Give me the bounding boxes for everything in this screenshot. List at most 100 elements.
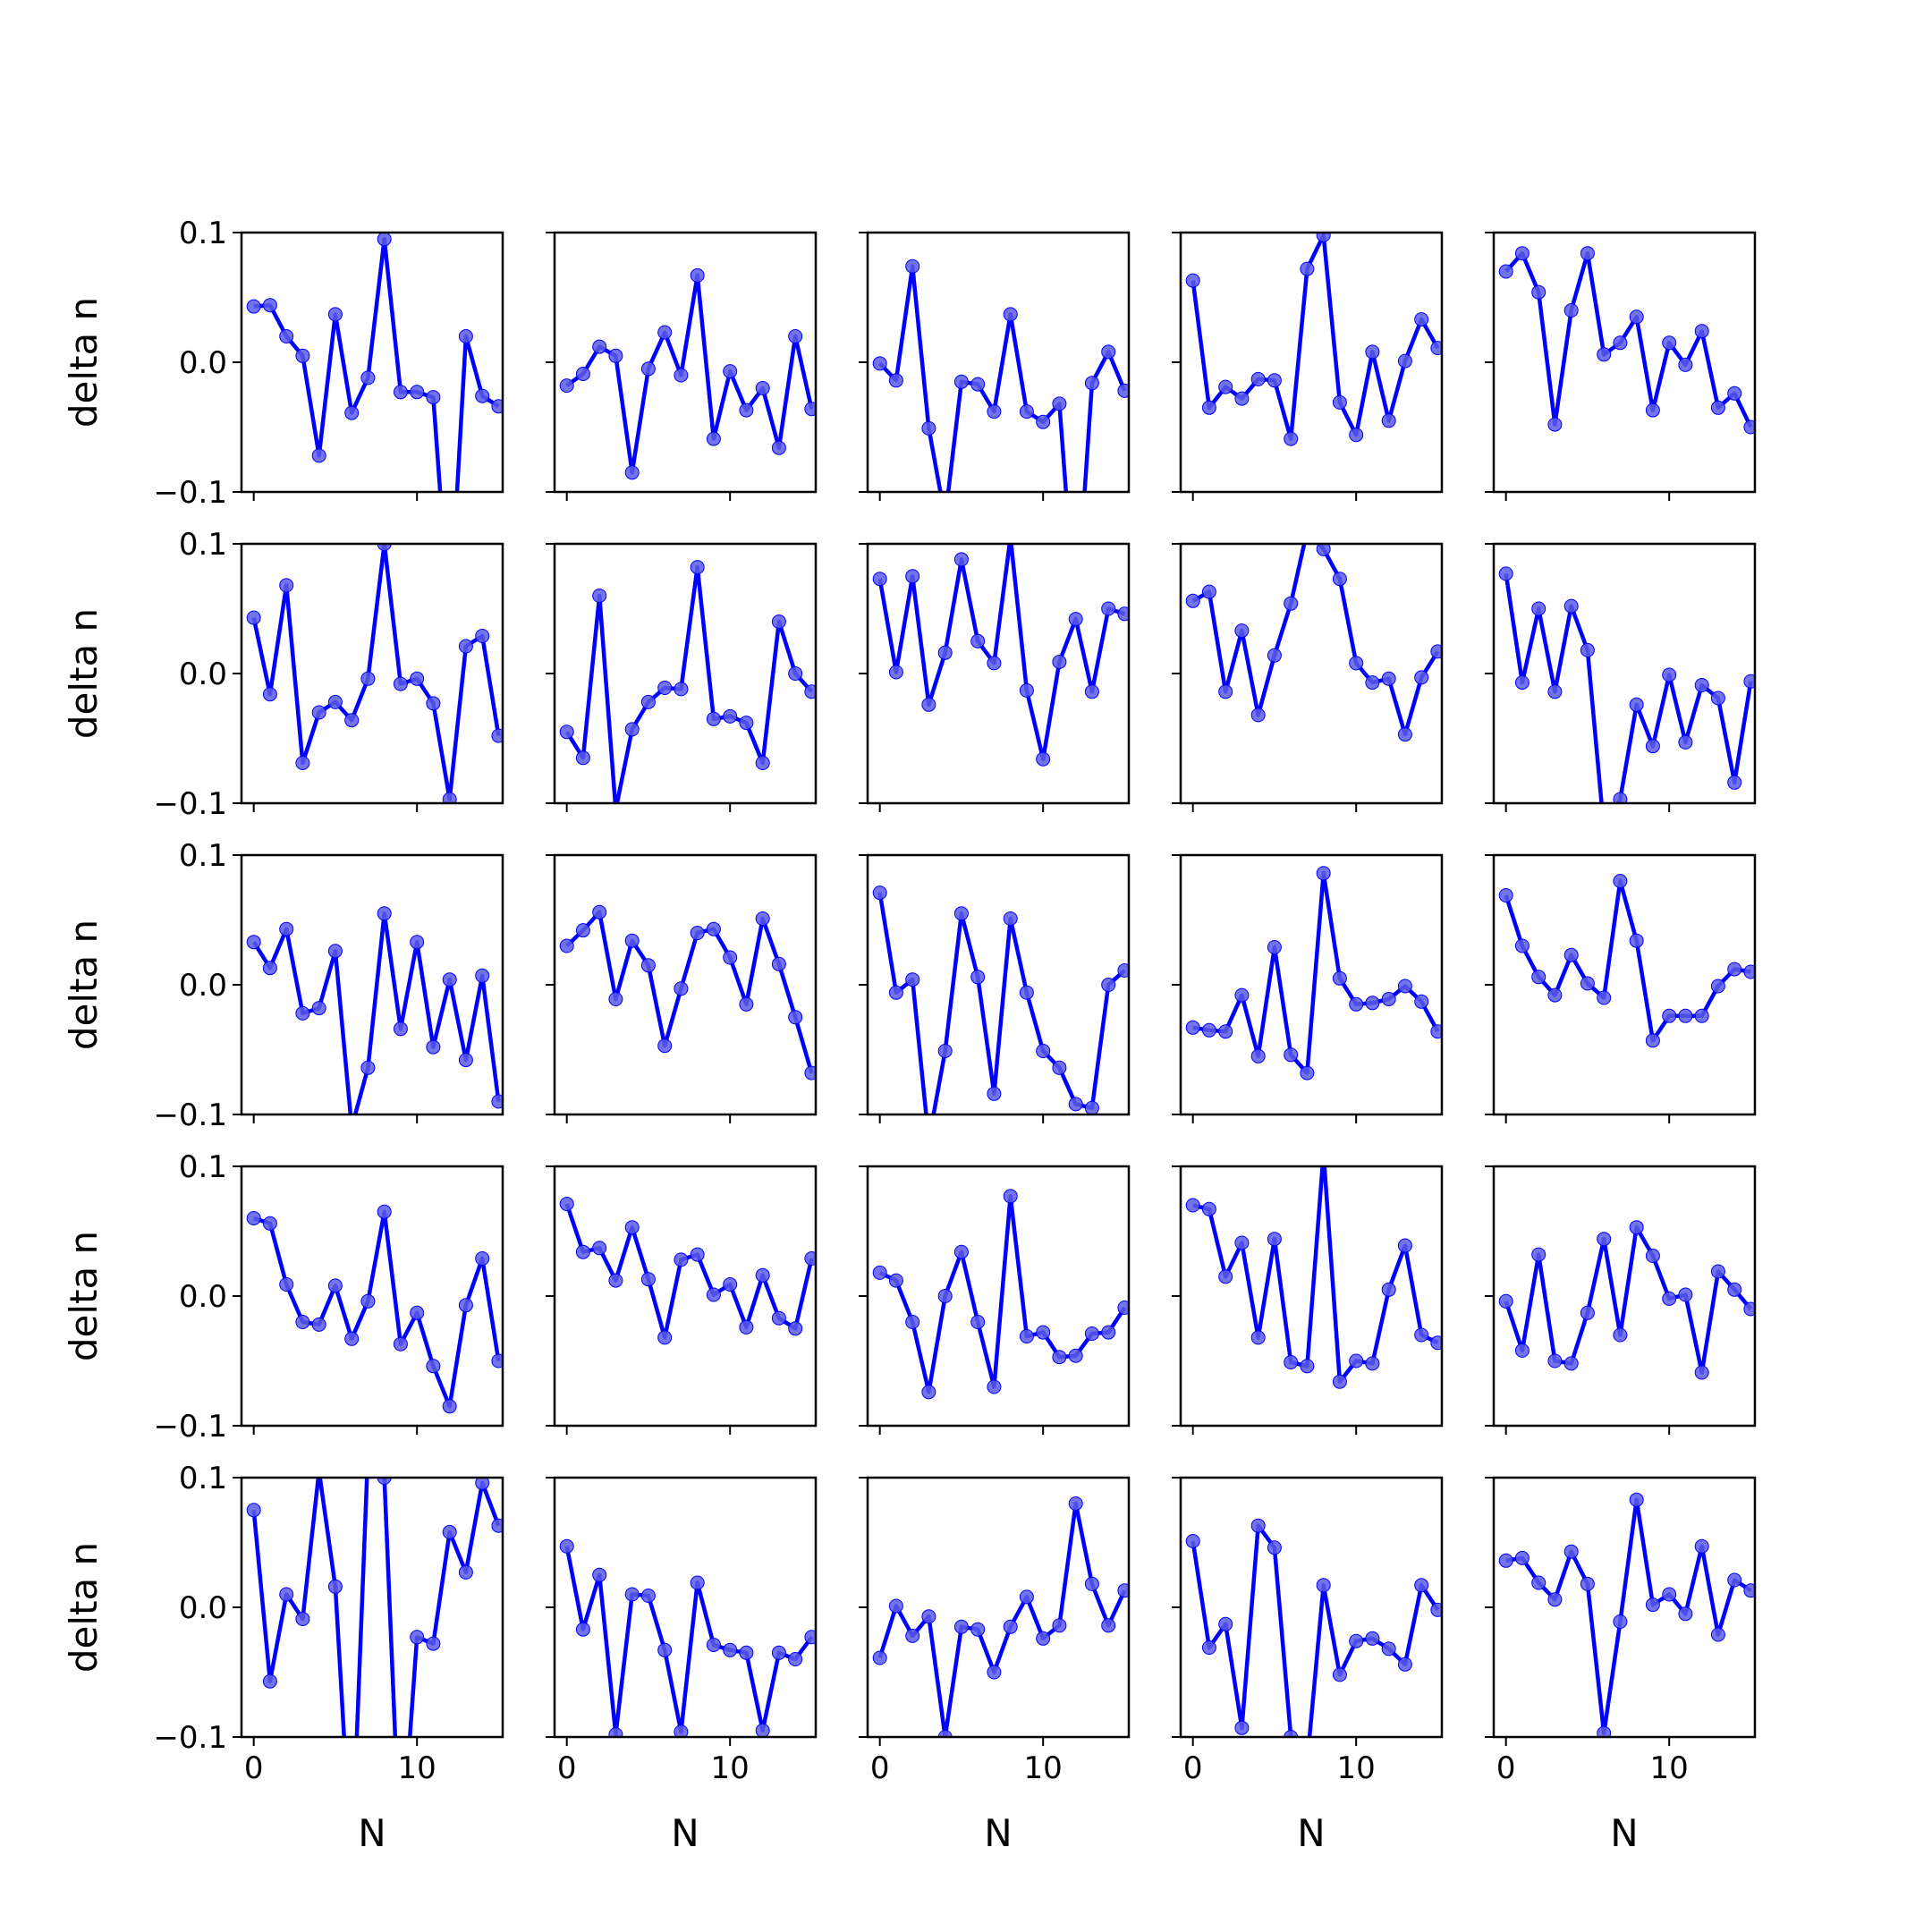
subplot-r4-c1: −0.1 0.0 0.1 delta n	[62, 1149, 504, 1445]
series-line	[1192, 871, 1440, 1075]
subplot-r3-c5	[1485, 853, 1757, 1123]
data-point	[723, 1277, 738, 1292]
y-tick-label: 0.1	[179, 216, 227, 251]
x-tick-label: 0	[244, 1750, 264, 1786]
data-point	[953, 552, 969, 567]
data-point	[393, 676, 408, 691]
data-point	[344, 1331, 360, 1346]
data-point	[327, 1278, 343, 1293]
data-point	[491, 1518, 503, 1533]
data-point	[1084, 1576, 1099, 1591]
data-point	[1381, 413, 1396, 428]
data-point	[788, 666, 803, 681]
data-point	[1710, 979, 1725, 994]
data-point	[1629, 309, 1644, 325]
data-point	[491, 1353, 503, 1368]
data-point	[1316, 1578, 1331, 1593]
data-point	[888, 1598, 903, 1614]
plot-area	[1185, 233, 1442, 446]
data-point	[1019, 404, 1034, 419]
data-point	[937, 1289, 953, 1303]
axes-frame	[866, 231, 1131, 494]
data-point	[888, 1273, 903, 1288]
data-point	[1300, 1359, 1315, 1374]
data-point	[1743, 1583, 1755, 1598]
plot-area	[559, 1538, 816, 1737]
data-point	[575, 750, 590, 766]
y-tick-label: 0.0	[179, 968, 227, 1004]
data-point	[1498, 888, 1513, 902]
data-point	[1414, 1327, 1429, 1343]
data-point	[1694, 1008, 1709, 1023]
data-point	[970, 1315, 986, 1329]
data-point	[888, 665, 903, 680]
data-point	[872, 1265, 887, 1280]
data-point	[872, 572, 887, 587]
data-point	[1332, 970, 1347, 986]
data-point	[426, 1636, 441, 1651]
plot-area	[1185, 1518, 1442, 1737]
series-line	[1192, 1166, 1439, 1384]
data-point	[1052, 1350, 1067, 1365]
y-tick-label: 0.1	[179, 1149, 227, 1185]
data-point	[739, 1645, 754, 1660]
series-line	[1191, 233, 1440, 441]
data-point	[1743, 964, 1755, 979]
y-tick-label: −0.1	[153, 1720, 227, 1756]
data-point	[1316, 233, 1331, 242]
y-axis-label: delta n	[62, 1542, 106, 1673]
data-point	[360, 370, 376, 386]
data-point	[345, 1860, 359, 1874]
data-point	[1084, 1326, 1099, 1341]
data-point	[1580, 976, 1595, 991]
data-point	[1365, 675, 1380, 691]
data-point	[442, 972, 457, 987]
data-point	[1662, 335, 1677, 351]
data-point	[690, 1247, 705, 1262]
data-point	[1547, 1353, 1563, 1368]
plot-area	[872, 886, 1129, 1114]
series-line	[565, 273, 814, 475]
data-point	[1397, 979, 1412, 994]
axes-frame	[1492, 1476, 1757, 1739]
x-tick-label: 10	[711, 1750, 750, 1786]
subplot-r5-c3: 0 10 N	[859, 1476, 1131, 1855]
data-point	[311, 448, 326, 463]
data-point	[640, 361, 656, 377]
data-point	[1068, 1097, 1083, 1112]
data-point	[674, 981, 689, 996]
data-point	[1007, 544, 1014, 545]
data-point	[1218, 1269, 1233, 1284]
data-point	[640, 1272, 656, 1287]
data-point	[262, 1216, 277, 1231]
series-line	[877, 1501, 1127, 1737]
data-point	[443, 615, 456, 629]
data-point	[690, 1575, 705, 1590]
data-point	[1284, 1355, 1299, 1369]
data-point	[458, 1053, 473, 1068]
data-point	[1101, 1325, 1116, 1340]
data-point	[1514, 1343, 1530, 1358]
data-point	[1084, 376, 1099, 391]
data-point	[1284, 1730, 1299, 1737]
data-point	[1678, 357, 1693, 372]
data-point	[1003, 307, 1018, 322]
y-axis-label: delta n	[62, 297, 106, 428]
data-point	[442, 1524, 457, 1539]
plot-area	[1498, 874, 1755, 1048]
data-point	[575, 367, 590, 381]
data-point	[1414, 312, 1429, 327]
data-point	[1250, 371, 1266, 386]
data-point	[739, 716, 754, 731]
x-tick-label: 0	[557, 1750, 577, 1786]
data-point	[1068, 612, 1083, 627]
data-point	[657, 1330, 673, 1345]
data-point	[1234, 1235, 1250, 1250]
series-line	[1504, 573, 1753, 803]
data-point	[1185, 1198, 1200, 1213]
data-point	[1316, 544, 1331, 556]
data-point	[559, 938, 574, 953]
series-line	[251, 1478, 501, 1737]
data-point	[559, 1538, 574, 1554]
data-point	[1284, 1047, 1299, 1063]
